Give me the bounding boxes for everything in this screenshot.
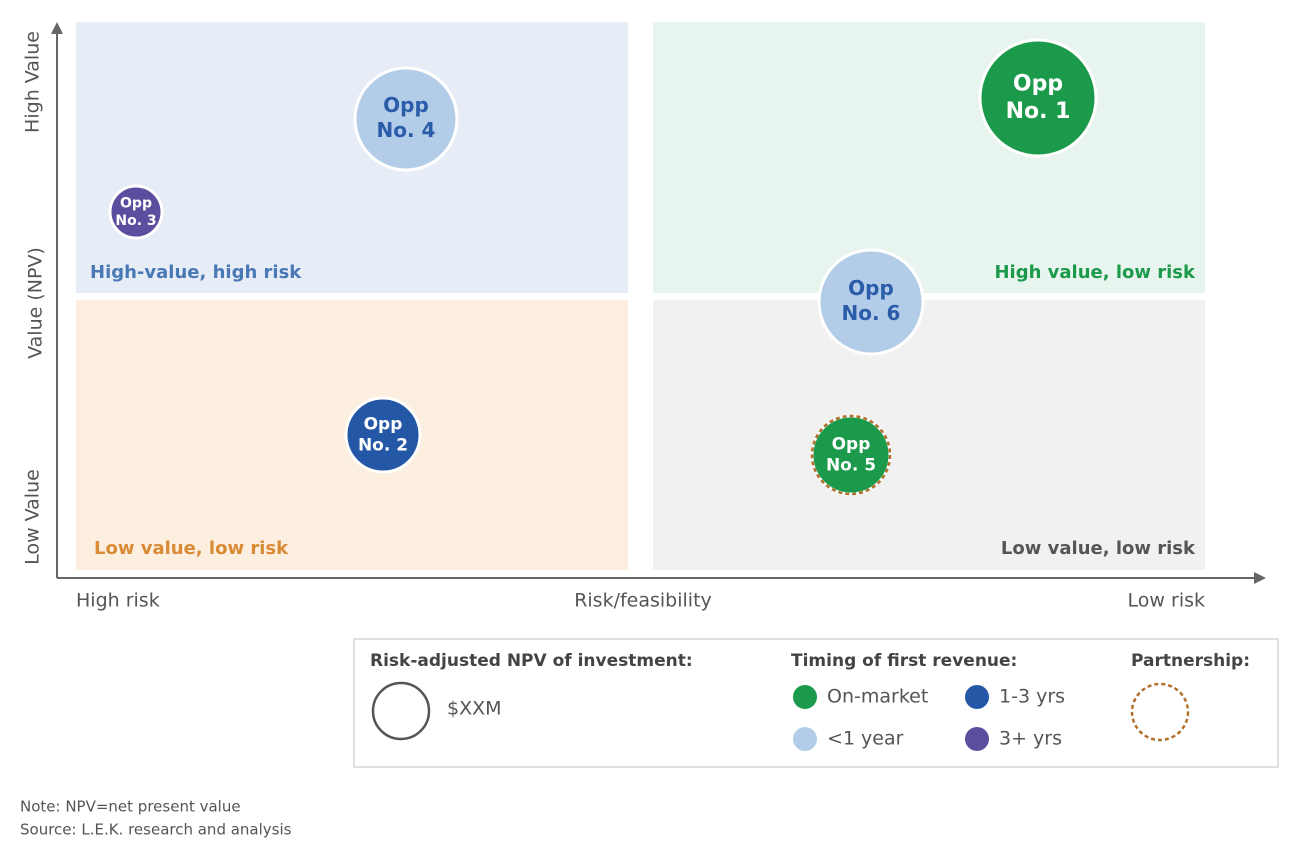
- legend-title: Timing of first revenue:: [791, 651, 1017, 671]
- y-axis-label: Value (NPV): [25, 247, 47, 359]
- note: Note: NPV=net present value: [20, 798, 241, 816]
- bubble-label: Opp: [383, 93, 429, 117]
- bubble: [978, 38, 1098, 158]
- legend-box: [353, 638, 1279, 768]
- quadrant-label: High-value, high risk: [90, 262, 302, 283]
- bubble-label: No. 5: [826, 456, 876, 476]
- legend-dot: [965, 685, 989, 709]
- quadrant-label: Low value, low risk: [1001, 538, 1196, 559]
- legend-timing: On-market 1-3 yrs <1 year 3+ yrs: [793, 685, 1065, 751]
- bubble-label: Opp: [120, 195, 152, 211]
- legend-label: On-market: [827, 686, 928, 708]
- bubble: [108, 184, 164, 240]
- partnership-ring: [810, 414, 892, 496]
- y-high-label: High Value: [22, 31, 44, 133]
- bubble: [353, 66, 459, 172]
- quadrant: [653, 22, 1205, 293]
- quadrant-label: Low value, low risk: [94, 538, 289, 559]
- legend-dot: [965, 727, 989, 751]
- legend-partnership-circle: [1130, 682, 1190, 742]
- bubble-label: Opp: [1013, 71, 1063, 96]
- bubble-label: No. 6: [842, 301, 901, 325]
- y-low-label: Low Value: [22, 469, 44, 565]
- quadrant-label: High value, low risk: [994, 262, 1196, 283]
- x-arrow: [1254, 572, 1266, 584]
- bubble-label: No. 2: [358, 436, 408, 456]
- bubble: [817, 248, 925, 356]
- legend-title: Partnership:: [1131, 651, 1250, 671]
- legend-label: <1 year: [827, 728, 904, 750]
- legend-label: 1-3 yrs: [999, 686, 1065, 708]
- bubble-label: Opp: [832, 434, 871, 454]
- x-axis-label: Risk/feasibility: [574, 590, 712, 612]
- quadrant: [653, 300, 1205, 570]
- source: Source: L.E.K. research and analysis: [20, 821, 292, 839]
- legend-title: Risk-adjusted NPV of investment:: [370, 651, 693, 671]
- legend-label: $XXM: [447, 698, 502, 720]
- x-low-label: High risk: [76, 590, 160, 612]
- y-arrow: [51, 22, 63, 34]
- bubble: [344, 396, 422, 474]
- legend-dot: [793, 727, 817, 751]
- bubble-label: No. 3: [115, 213, 156, 229]
- legend-label: 3+ yrs: [999, 728, 1062, 750]
- bubble-label: Opp: [848, 276, 894, 300]
- bubble-label: Opp: [364, 414, 403, 434]
- legend-dot: [793, 685, 817, 709]
- bubble-label: No. 1: [1006, 99, 1071, 124]
- x-high-label: Low risk: [1128, 590, 1205, 612]
- quadrant: [76, 22, 628, 293]
- legend-size-circle: [371, 681, 431, 741]
- bubble-label: No. 4: [377, 118, 436, 142]
